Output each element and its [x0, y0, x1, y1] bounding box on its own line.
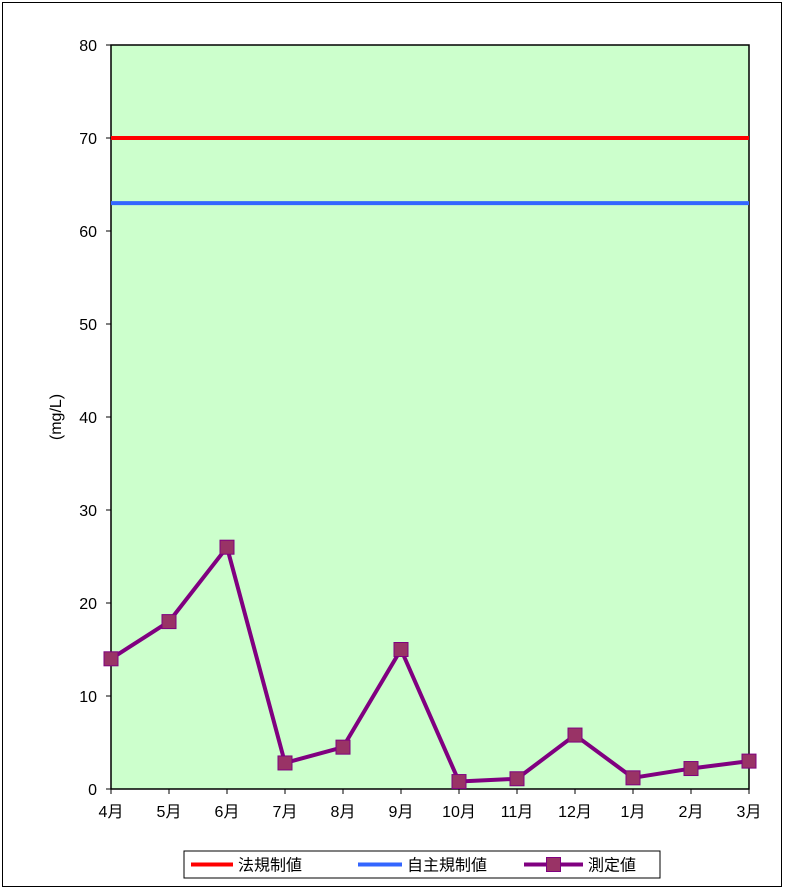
y-axis: 0 10 20 30 40 50 60 70 80 — [79, 38, 111, 799]
x-tick-label: 4月 — [99, 804, 124, 821]
data-point — [567, 727, 583, 743]
data-point — [683, 761, 699, 777]
legend-entry: 法規制値 — [191, 856, 302, 875]
series-layer — [103, 136, 757, 790]
y-tick-label: 0 — [88, 782, 97, 799]
legend-entry: 自主規制値 — [358, 856, 487, 875]
y-tick-label: 20 — [79, 596, 97, 613]
y-tick-label: 10 — [79, 689, 97, 706]
y-tick-label: 40 — [79, 410, 97, 427]
x-tick-label: 2月 — [679, 804, 704, 821]
data-point — [219, 539, 235, 555]
x-axis: 4月 5月 6月 7月 8月 9月 10月 11月 12月 1月 2月 3月 — [99, 789, 762, 821]
y-tick-label: 60 — [79, 224, 97, 241]
data-point — [277, 755, 293, 771]
data-point — [161, 614, 177, 630]
x-tick-label: 12月 — [558, 804, 592, 821]
y-axis-title: (mg/L) — [48, 394, 65, 440]
data-point — [335, 739, 351, 755]
legend-label: 自主規制値 — [407, 856, 487, 875]
legend-entry: 測定値 — [524, 856, 636, 875]
x-tick-label: 5月 — [157, 804, 182, 821]
data-point — [393, 642, 409, 657]
legend-label: 法規制値 — [238, 856, 302, 875]
series-3 — [103, 539, 757, 790]
x-tick-label: 10月 — [442, 804, 476, 821]
series-line — [109, 545, 750, 784]
data-point — [625, 770, 641, 786]
data-point — [509, 771, 525, 787]
y-tick-label: 80 — [79, 38, 97, 55]
legend-marker — [546, 857, 561, 872]
data-point — [741, 753, 757, 769]
x-tick-label: 6月 — [215, 804, 240, 821]
legend-label: 測定値 — [588, 856, 636, 875]
x-tick-label: 8月 — [331, 804, 356, 821]
line-chart: 0 10 20 30 40 50 60 70 80 4月 5月 6月 7月 8月 9月 10月 11月 12月 1… — [48, 38, 762, 879]
y-tick-label: 30 — [79, 503, 97, 520]
y-tick-label: 50 — [79, 317, 97, 334]
data-point — [103, 651, 119, 667]
data-point — [451, 774, 467, 790]
x-tick-label: 9月 — [389, 804, 414, 821]
legend: 法規制値 自主規制値 測定値 — [183, 850, 661, 879]
x-tick-label: 1月 — [621, 804, 646, 821]
x-tick-label: 7月 — [273, 804, 298, 821]
x-tick-label: 3月 — [737, 804, 762, 821]
x-tick-label: 11月 — [501, 804, 534, 821]
y-tick-label: 70 — [79, 131, 97, 148]
plot-area — [110, 44, 750, 790]
